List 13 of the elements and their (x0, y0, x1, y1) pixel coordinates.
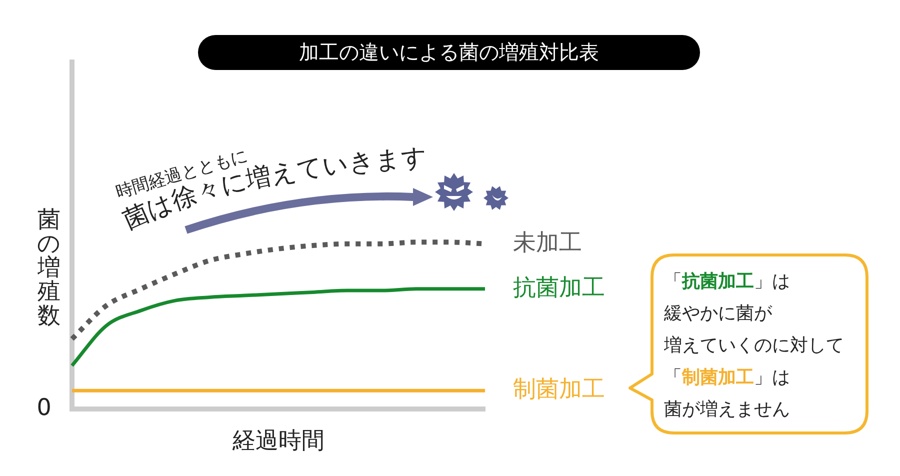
text: 緩やかに菌が (664, 303, 772, 324)
x-axis-title: 経過時間 (232, 428, 324, 454)
text: 「制菌加工」は (664, 367, 790, 388)
text: 増えていくのに対して (664, 335, 844, 356)
series-label: 制菌加工 (513, 376, 605, 403)
text: 菌が増えません (664, 399, 790, 420)
series-label: 未加工 (513, 230, 582, 256)
series-label: 抗菌加工 (513, 274, 605, 301)
y-axis-title: 菌の増殖数 (37, 207, 61, 329)
text: 時間経過とともに菌は徐々に増えていきます (114, 142, 428, 234)
chart-title: 加工の違いによる菌の増殖対比表 (299, 40, 599, 64)
text: 0 (36, 394, 52, 421)
text: 「抗菌加工」は (664, 271, 790, 292)
